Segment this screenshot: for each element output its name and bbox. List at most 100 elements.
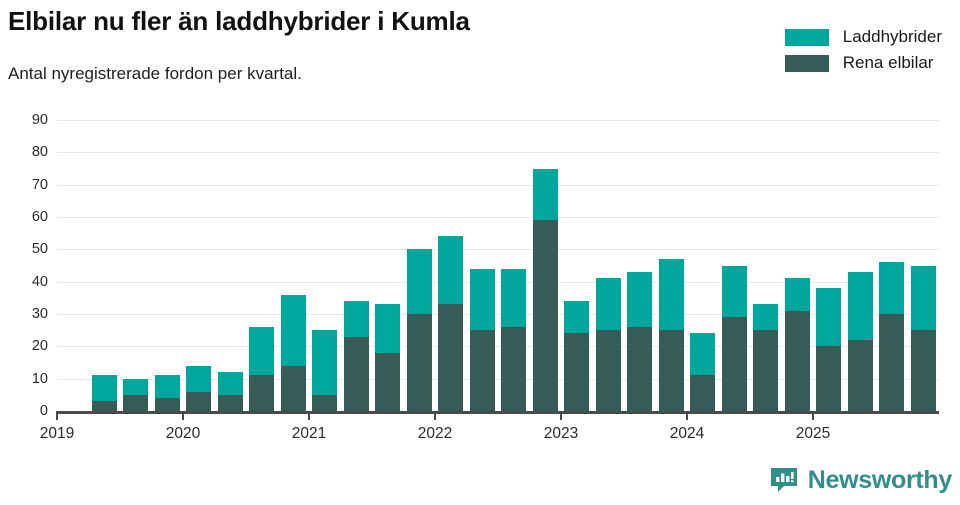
- bar-segment-laddhybrider: [280, 294, 306, 366]
- bar-stack[interactable]: [469, 268, 495, 411]
- bar-stack[interactable]: [375, 304, 401, 411]
- bar-segment-rena-elbilar: [595, 330, 621, 411]
- x-axis-tick: [56, 411, 58, 420]
- brand-name: Newsworthy: [807, 465, 953, 494]
- bar-stack[interactable]: [595, 278, 621, 411]
- x-axis-tick: [812, 411, 814, 420]
- y-axis-tick-label: 40: [31, 273, 48, 290]
- y-axis-tick-label: 70: [31, 176, 48, 193]
- gridline: [57, 378, 939, 380]
- bar-segment-rena-elbilar: [91, 401, 117, 411]
- bar-segment-laddhybrider: [595, 278, 621, 331]
- bar-stack[interactable]: [847, 271, 873, 411]
- bar-segment-rena-elbilar: [343, 336, 369, 411]
- plot-area: 0 10 20 30 40 50 60 70 80 90 2019 2020 2021 2022 2023…: [32, 112, 939, 442]
- x-axis-tick: [308, 411, 310, 420]
- x-axis-tick-label: 2023: [543, 425, 579, 442]
- bar-segment-laddhybrider: [375, 304, 401, 353]
- legend-item-label: Laddhybrider: [842, 27, 942, 46]
- bar-segment-laddhybrider: [784, 278, 810, 311]
- bar-stack[interactable]: [217, 372, 243, 411]
- bar-stack[interactable]: [312, 330, 338, 411]
- bar-stack[interactable]: [690, 333, 716, 411]
- x-axis-tick-label: 2020: [165, 425, 201, 442]
- bar-segment-rena-elbilar: [816, 346, 842, 411]
- gridline: [57, 249, 939, 251]
- bar-stack[interactable]: [532, 168, 558, 411]
- bar-segment-rena-elbilar: [564, 333, 590, 411]
- bar-stack[interactable]: [343, 301, 369, 411]
- bar-segment-laddhybrider: [249, 326, 275, 376]
- bar-stack[interactable]: [280, 294, 306, 411]
- bar-segment-rena-elbilar: [532, 220, 558, 411]
- bar-stack[interactable]: [123, 378, 149, 411]
- bar-segment-laddhybrider: [312, 330, 338, 395]
- bar-stack[interactable]: [721, 265, 747, 411]
- x-axis-tick: [686, 411, 688, 420]
- bar-stack[interactable]: [406, 249, 432, 411]
- y-axis-tick-label: 80: [31, 144, 48, 161]
- bar-segment-laddhybrider: [501, 268, 527, 327]
- bar-segment-rena-elbilar: [154, 398, 180, 411]
- legend-color-swatch: [784, 54, 829, 72]
- gridline: [57, 281, 939, 283]
- bar-stack[interactable]: [816, 288, 842, 411]
- bar-stack[interactable]: [627, 271, 653, 411]
- bar-segment-rena-elbilar: [375, 352, 401, 411]
- x-axis-tick-label: 2022: [417, 425, 453, 442]
- y-axis-tick-label: 60: [31, 209, 48, 225]
- bar-series-group: [57, 120, 939, 411]
- bar-segment-rena-elbilar: [312, 394, 338, 411]
- bar-segment-rena-elbilar: [469, 330, 495, 411]
- bar-segment-laddhybrider: [564, 301, 590, 334]
- bar-stack[interactable]: [91, 375, 117, 411]
- newsworthy-logo[interactable]: Newsworthy: [769, 465, 952, 495]
- bar-segment-laddhybrider: [847, 271, 873, 340]
- bar-segment-laddhybrider: [438, 236, 464, 305]
- y-axis-tick-label: 20: [31, 338, 48, 355]
- bar-segment-laddhybrider: [753, 304, 779, 331]
- x-axis-tick-label: 2021: [291, 425, 327, 442]
- bar-stack[interactable]: [249, 326, 275, 411]
- bar-segment-laddhybrider: [343, 301, 369, 337]
- bar-segment-rena-elbilar: [753, 330, 779, 411]
- plot-frame: 0 10 20 30 40 50 60 70 80 90 2019 2020 2021 2022 2023…: [0, 110, 960, 455]
- bar-segment-rena-elbilar: [186, 391, 212, 411]
- bar-segment-rena-elbilar: [690, 375, 716, 411]
- x-axis-baseline: [57, 411, 939, 414]
- x-axis-tick-label: 2025: [795, 425, 831, 442]
- gridline: [57, 217, 939, 218]
- bar-stack[interactable]: [658, 259, 684, 411]
- bar-stack[interactable]: [501, 268, 527, 411]
- bar-segment-laddhybrider: [910, 265, 936, 331]
- x-axis-tick-label: 2019: [39, 425, 75, 442]
- bar-segment-rena-elbilar: [627, 326, 653, 411]
- x-axis-tick-label: 2024: [669, 425, 705, 442]
- bar-segment-laddhybrider: [469, 268, 495, 331]
- legend-item[interactable]: Rena elbilar: [784, 50, 942, 76]
- bar-segment-rena-elbilar: [879, 314, 905, 411]
- bar-segment-laddhybrider: [91, 375, 117, 402]
- bar-stack[interactable]: [154, 375, 180, 411]
- bar-segment-laddhybrider: [406, 249, 432, 314]
- bar-segment-laddhybrider: [123, 378, 149, 395]
- legend-color-swatch: [784, 28, 829, 46]
- bar-stack[interactable]: [186, 365, 212, 411]
- bar-stack[interactable]: [564, 301, 590, 411]
- bar-segment-laddhybrider: [627, 271, 653, 327]
- bar-segment-laddhybrider: [186, 365, 212, 392]
- bar-stack[interactable]: [753, 304, 779, 411]
- y-axis-tick-label: 30: [31, 306, 48, 322]
- bar-stack[interactable]: [784, 278, 810, 411]
- bar-stack[interactable]: [879, 262, 905, 411]
- bar-stack[interactable]: [438, 236, 464, 411]
- gridline: [57, 314, 939, 315]
- y-axis-tick-label: 50: [31, 241, 48, 258]
- gridline: [57, 184, 939, 186]
- x-axis-tick: [560, 411, 562, 420]
- bar-segment-laddhybrider: [217, 372, 243, 395]
- bar-segment-rena-elbilar: [249, 375, 275, 411]
- y-axis-tick-label: 0: [39, 403, 48, 419]
- bar-stack[interactable]: [910, 265, 936, 411]
- legend-item[interactable]: Laddhybrider: [784, 24, 942, 50]
